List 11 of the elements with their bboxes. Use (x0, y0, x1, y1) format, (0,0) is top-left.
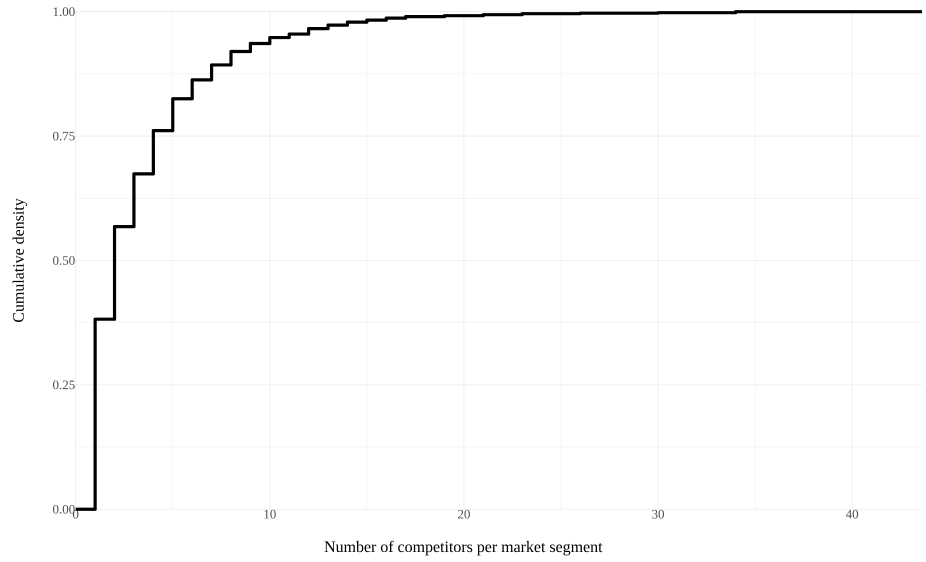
y-tick-label: 0.75 (53, 132, 75, 140)
x-tick-label: 10 (264, 510, 276, 519)
y-tick-label: 0.25 (53, 380, 75, 390)
y-tick-label: 1.00 (54, 7, 75, 16)
x-axis-title: Number of competitors per market segment (324, 540, 602, 556)
y-tick-label: 0.50 (53, 256, 75, 265)
x-tick-label: 40 (846, 510, 858, 519)
y-tick-label: 0.00 (53, 504, 75, 514)
x-tick-label: 30 (652, 510, 664, 519)
y-axis-title: Cumulative density (12, 198, 28, 322)
x-tick-label: 20 (458, 510, 470, 519)
